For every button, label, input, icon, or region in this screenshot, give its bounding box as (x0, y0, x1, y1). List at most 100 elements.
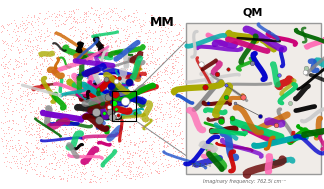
Point (172, 23, 177, 26)
Point (5, 82, 10, 85)
Point (97, 56, 102, 59)
Point (33, 37, 38, 40)
Point (148, 112, 153, 115)
Point (74, 127, 79, 130)
Point (41, 40, 47, 43)
Point (45, 34, 50, 37)
Point (144, 72, 149, 75)
Point (155, 45, 160, 48)
Point (105, 30, 110, 33)
Point (35, 75, 40, 78)
Point (180, 77, 186, 81)
Point (62, 59, 67, 62)
Point (53, 15, 58, 18)
Point (27, 163, 32, 166)
Point (51, 177, 56, 180)
Point (1, 90, 6, 93)
Point (178, 99, 183, 102)
Point (148, 144, 153, 147)
Point (156, 105, 161, 108)
Point (90, 72, 95, 75)
Point (95, 35, 100, 38)
Point (94, 175, 99, 178)
Point (5, 70, 10, 74)
Point (48, 104, 53, 107)
Point (126, 35, 131, 38)
Point (52, 101, 57, 104)
Point (56, 24, 61, 27)
Point (108, 176, 113, 179)
Point (29, 73, 34, 76)
Point (97, 32, 102, 35)
Point (32, 143, 38, 146)
Point (124, 60, 129, 63)
Point (131, 150, 136, 153)
Point (31, 114, 36, 117)
Point (127, 177, 132, 180)
Point (37, 124, 42, 127)
Point (148, 59, 153, 62)
Point (98, 90, 103, 93)
Point (77, 155, 83, 158)
Point (17, 146, 23, 149)
Point (14, 34, 19, 37)
Point (109, 32, 114, 35)
Point (151, 89, 156, 92)
Point (20, 21, 25, 24)
Point (29, 19, 35, 22)
Point (160, 116, 165, 119)
Point (72, 64, 77, 67)
Point (27, 54, 32, 57)
Point (55, 33, 61, 36)
Point (89, 61, 95, 64)
Point (29, 106, 34, 109)
Point (62, 40, 67, 43)
Point (140, 25, 145, 28)
Point (98, 124, 103, 127)
Point (6, 119, 12, 122)
Point (67, 28, 72, 31)
Point (78, 114, 84, 117)
Point (75, 63, 80, 66)
Point (125, 91, 130, 94)
Point (57, 129, 62, 132)
Point (72, 129, 77, 132)
Point (0, 81, 5, 84)
Point (66, 113, 71, 116)
Point (164, 34, 169, 37)
Point (87, 156, 92, 159)
Point (79, 138, 85, 141)
Point (151, 150, 156, 153)
Point (96, 128, 101, 131)
Point (93, 48, 98, 51)
Point (90, 110, 95, 113)
Point (15, 97, 20, 100)
Point (3, 147, 8, 150)
Point (78, 39, 83, 42)
Point (157, 14, 162, 17)
Point (31, 150, 36, 153)
Point (56, 96, 61, 99)
Point (100, 17, 106, 20)
Point (118, 131, 123, 134)
Point (176, 101, 181, 104)
Point (77, 126, 82, 129)
Point (79, 31, 85, 34)
Point (126, 32, 131, 35)
Point (90, 83, 95, 86)
Point (70, 19, 75, 22)
Point (52, 167, 57, 170)
Point (36, 52, 41, 55)
Point (6, 81, 11, 84)
Point (86, 115, 91, 118)
Point (15, 30, 20, 33)
Point (159, 125, 164, 129)
Point (15, 37, 20, 40)
Point (65, 173, 71, 176)
Point (44, 55, 49, 58)
Point (0, 140, 5, 143)
Point (75, 164, 80, 167)
Point (131, 140, 136, 143)
Point (173, 90, 179, 93)
Point (54, 139, 59, 142)
